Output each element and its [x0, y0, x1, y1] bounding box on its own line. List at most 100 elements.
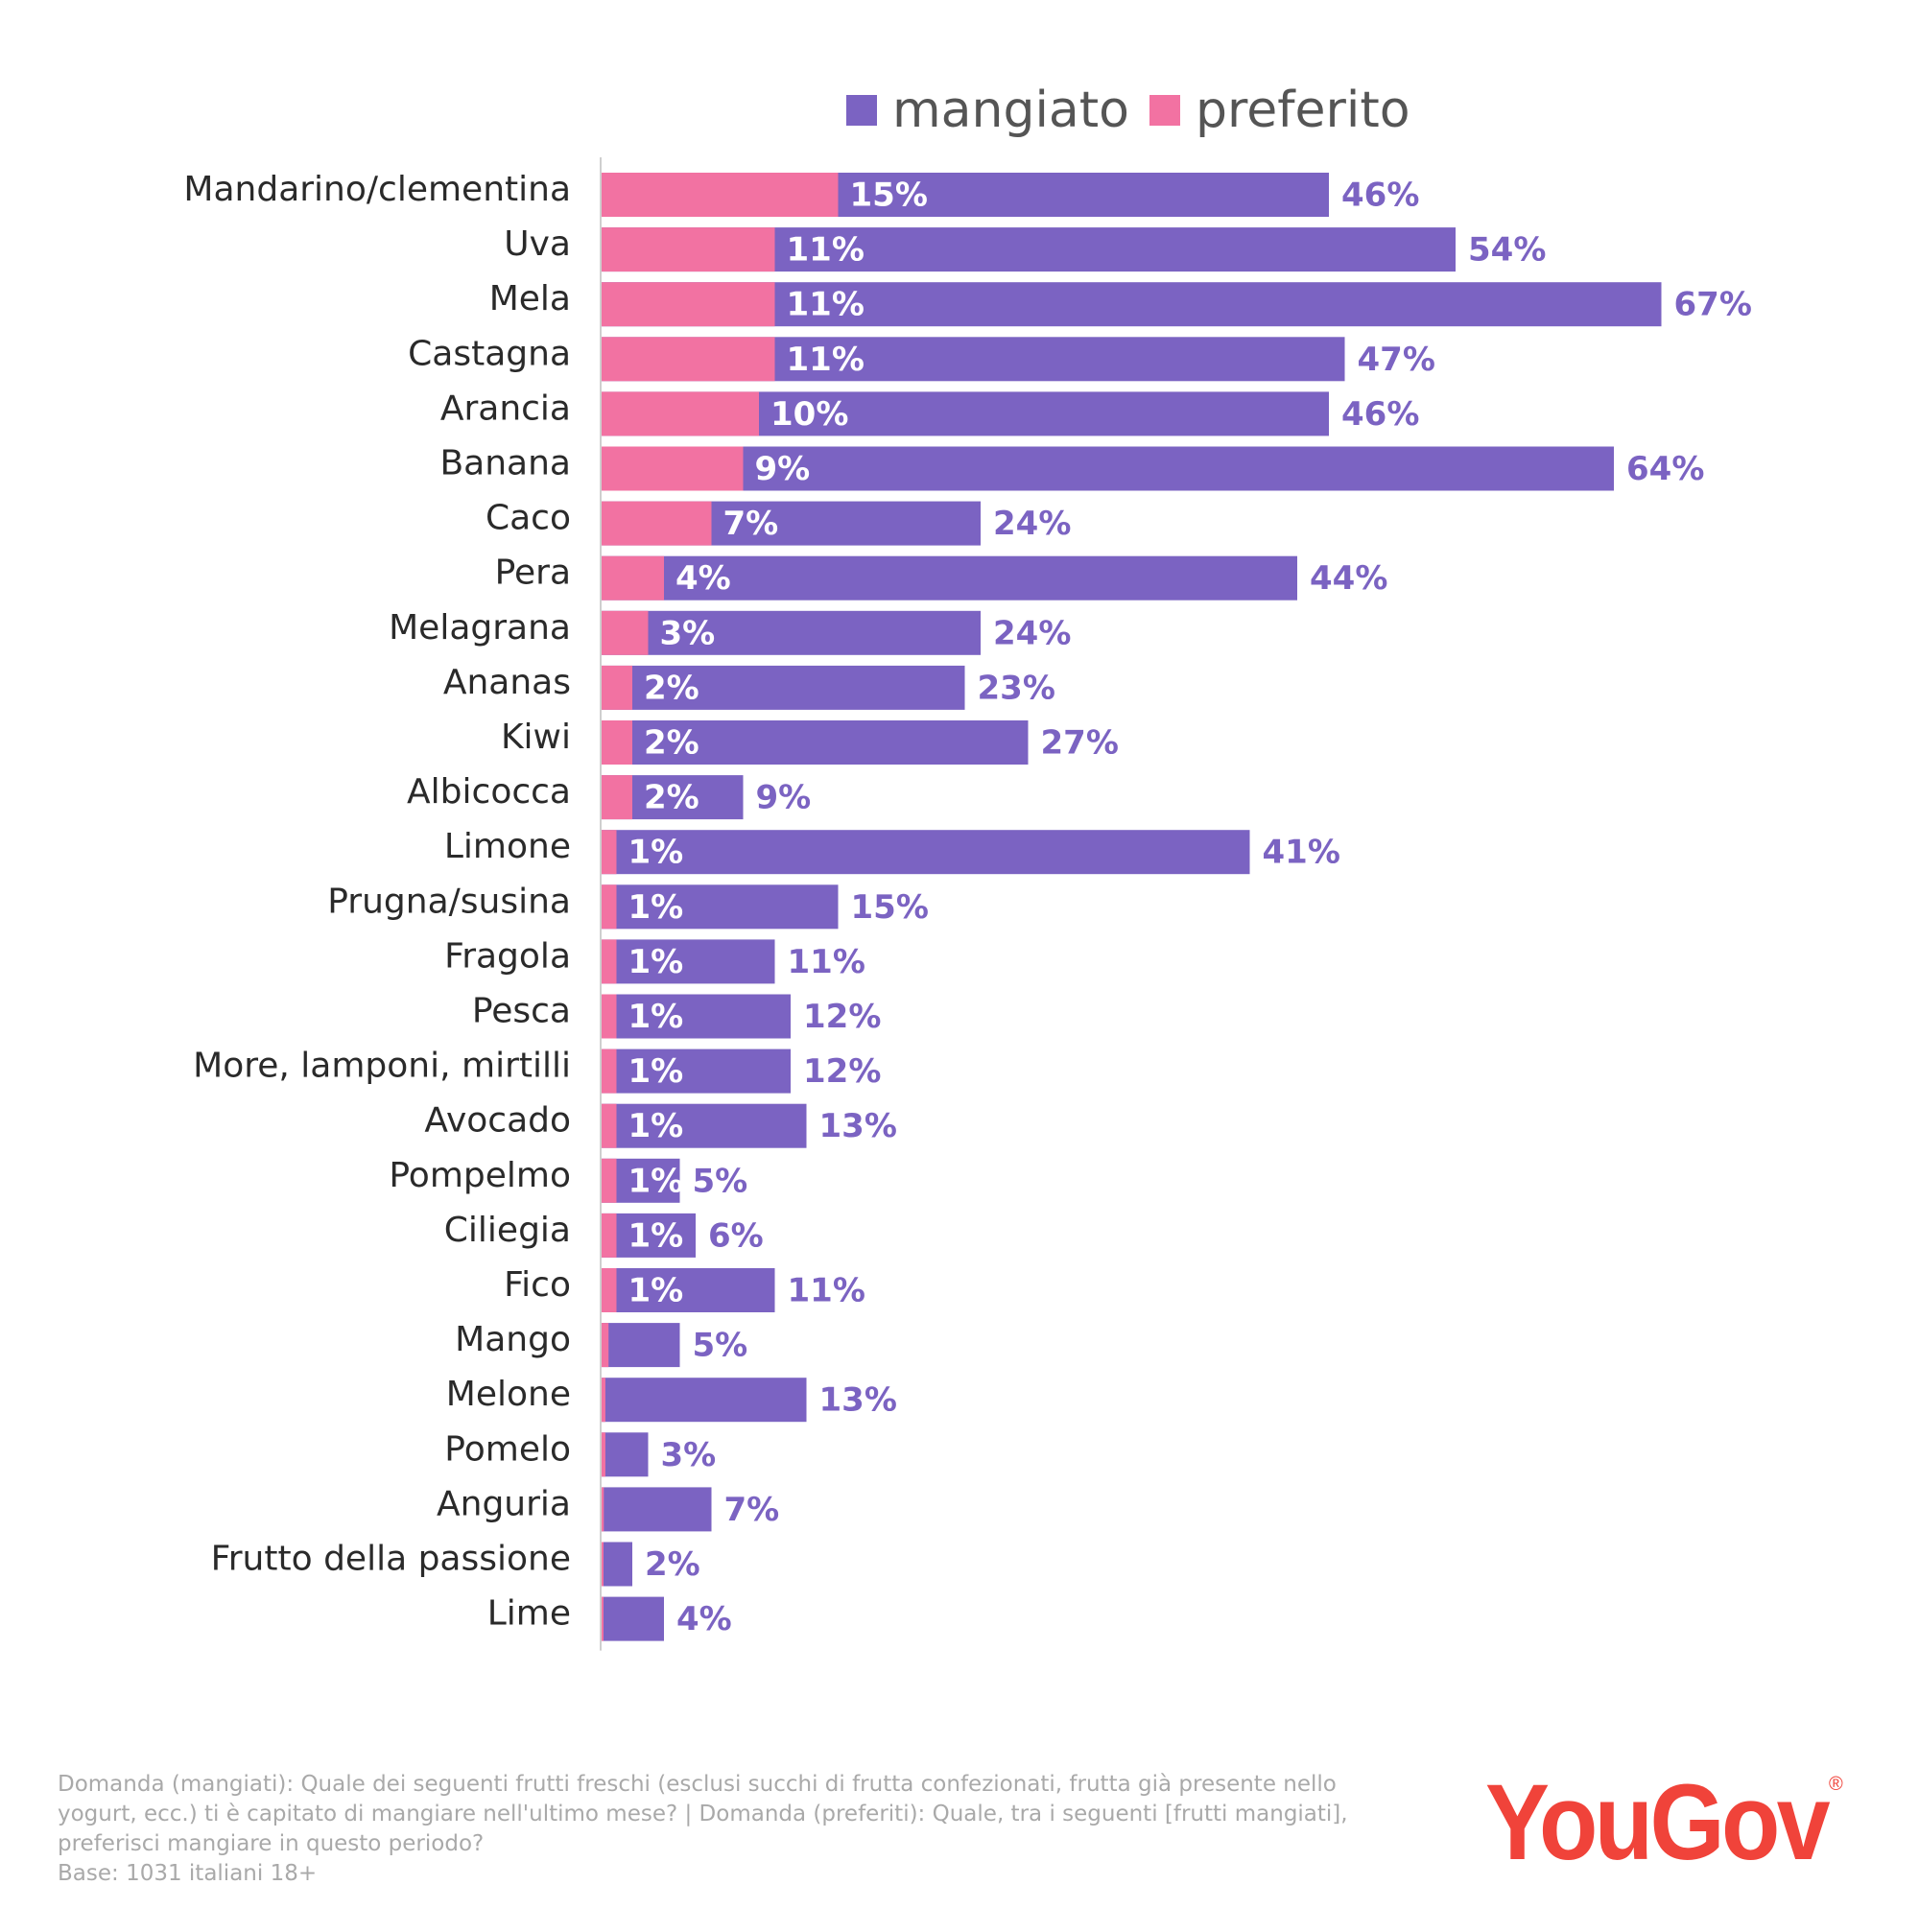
category-label: Kiwi [501, 718, 571, 757]
footnote-line: Base: 1031 italiani 18+ [58, 1861, 318, 1886]
legend-item-eaten: mangiato [846, 77, 1129, 144]
data-label-favorite: 7% [723, 505, 779, 543]
bar-favorite [601, 282, 775, 327]
bar-favorite [601, 1378, 605, 1423]
category-label: Pera [495, 554, 571, 593]
category-label: Melone [446, 1375, 571, 1414]
bar-eaten [601, 884, 839, 930]
bar-favorite [601, 1487, 604, 1532]
data-label-eaten: 5% [693, 1327, 748, 1365]
data-label-eaten: 4% [676, 1600, 732, 1638]
bar-eaten [601, 830, 1250, 875]
data-label-favorite: 2% [644, 724, 699, 763]
category-label: Banana [439, 444, 571, 483]
bar-eaten [601, 1048, 791, 1094]
category-label: Albicocca [407, 772, 571, 812]
bar-eaten [601, 446, 1614, 491]
data-label-eaten: 12% [803, 998, 881, 1036]
bar-eaten [601, 720, 1029, 765]
data-label-favorite: 1% [628, 1107, 684, 1145]
category-label: Avocado [424, 1101, 571, 1141]
data-label-favorite: 1% [628, 1052, 684, 1091]
bar-eaten [601, 939, 775, 984]
data-label-favorite: 1% [628, 1162, 684, 1200]
logo-wordmark: YouGov [1485, 1763, 1830, 1878]
category-label: More, lamponi, mirtilli [193, 1047, 571, 1086]
category-label: Pesca [472, 992, 571, 1031]
data-label-eaten: 7% [724, 1491, 780, 1529]
bar-favorite [601, 775, 632, 820]
footnote-line: preferisci mangiare in questo periodo? [58, 1831, 485, 1856]
legend-label-eaten: mangiato [892, 82, 1129, 139]
data-label-favorite: 1% [628, 1216, 684, 1255]
bar-favorite [601, 1596, 604, 1641]
bar-eaten [601, 994, 791, 1039]
bar-favorite [601, 1268, 617, 1312]
data-label-eaten: 24% [993, 614, 1071, 652]
data-label-favorite: 4% [675, 559, 731, 598]
data-label-favorite: 1% [628, 834, 684, 872]
bar-favorite [601, 610, 649, 655]
logo-registered-mark: ® [1829, 1774, 1843, 1795]
data-label-eaten: 3% [661, 1436, 717, 1474]
data-label-favorite: 11% [787, 286, 865, 324]
bar-eaten [601, 1596, 664, 1641]
category-label: Frutto della passione [211, 1540, 571, 1579]
bar-favorite [601, 227, 775, 272]
bar-favorite [601, 337, 775, 382]
data-label-eaten: 15% [851, 888, 929, 927]
bar-favorite [601, 501, 712, 546]
data-label-eaten: 13% [819, 1381, 897, 1420]
legend-swatch-eaten [846, 95, 877, 126]
category-label: Mela [489, 279, 571, 318]
category-label: Melagrana [389, 608, 571, 648]
data-label-favorite: 2% [644, 669, 699, 707]
data-label-eaten: 47% [1358, 341, 1435, 379]
bar-eaten [601, 555, 1297, 601]
category-label: Caco [486, 499, 571, 538]
bar-favorite [601, 1432, 605, 1477]
bar-eaten [601, 1432, 649, 1477]
data-label-favorite: 2% [644, 779, 699, 817]
bar-favorite [601, 1323, 609, 1368]
category-label: Pompelmo [389, 1156, 571, 1195]
bar-eaten [601, 1487, 712, 1532]
category-label: Limone [444, 827, 571, 866]
data-label-favorite: 15% [850, 177, 928, 215]
legend-swatch-favorite [1149, 95, 1180, 126]
data-label-favorite: 11% [787, 231, 865, 270]
data-label-eaten: 11% [788, 1272, 865, 1310]
data-label-favorite: 1% [628, 1272, 684, 1310]
bar-favorite [601, 446, 744, 491]
category-label: Ananas [443, 663, 571, 702]
data-label-favorite: 11% [787, 341, 865, 379]
bar-favorite [601, 884, 617, 930]
legend-item-favorite: preferito [1149, 77, 1410, 144]
bar-favorite [601, 555, 664, 601]
bar-eaten [601, 1323, 680, 1368]
data-label-eaten: 13% [819, 1107, 897, 1145]
data-label-eaten: 9% [756, 779, 812, 817]
footnote-line: yogurt, ecc.) ti è capitato di mangiare … [58, 1802, 1348, 1826]
data-label-eaten: 11% [788, 943, 865, 981]
data-label-favorite: 1% [628, 888, 684, 927]
data-label-eaten: 41% [1263, 834, 1340, 872]
bar-eaten [601, 1378, 807, 1423]
data-label-favorite: 1% [628, 943, 684, 981]
data-label-favorite: 1% [628, 998, 684, 1036]
category-label: Uva [504, 224, 571, 264]
category-label: Arancia [440, 389, 571, 428]
footnote-line: Domanda (mangiati): Quale dei seguenti f… [58, 1772, 1337, 1797]
legend-label-favorite: preferito [1196, 82, 1410, 139]
data-label-favorite: 9% [755, 450, 811, 488]
data-label-eaten: 67% [1674, 286, 1752, 324]
data-label-eaten: 46% [1341, 395, 1419, 434]
data-label-eaten: 64% [1626, 450, 1704, 488]
bar-eaten [601, 1268, 775, 1312]
bar-favorite [601, 720, 632, 765]
bar-favorite [601, 994, 617, 1039]
data-label-eaten: 46% [1341, 177, 1419, 215]
category-label: Anguria [437, 1484, 571, 1523]
bar-favorite [601, 173, 839, 217]
category-label: Lime [487, 1594, 571, 1634]
